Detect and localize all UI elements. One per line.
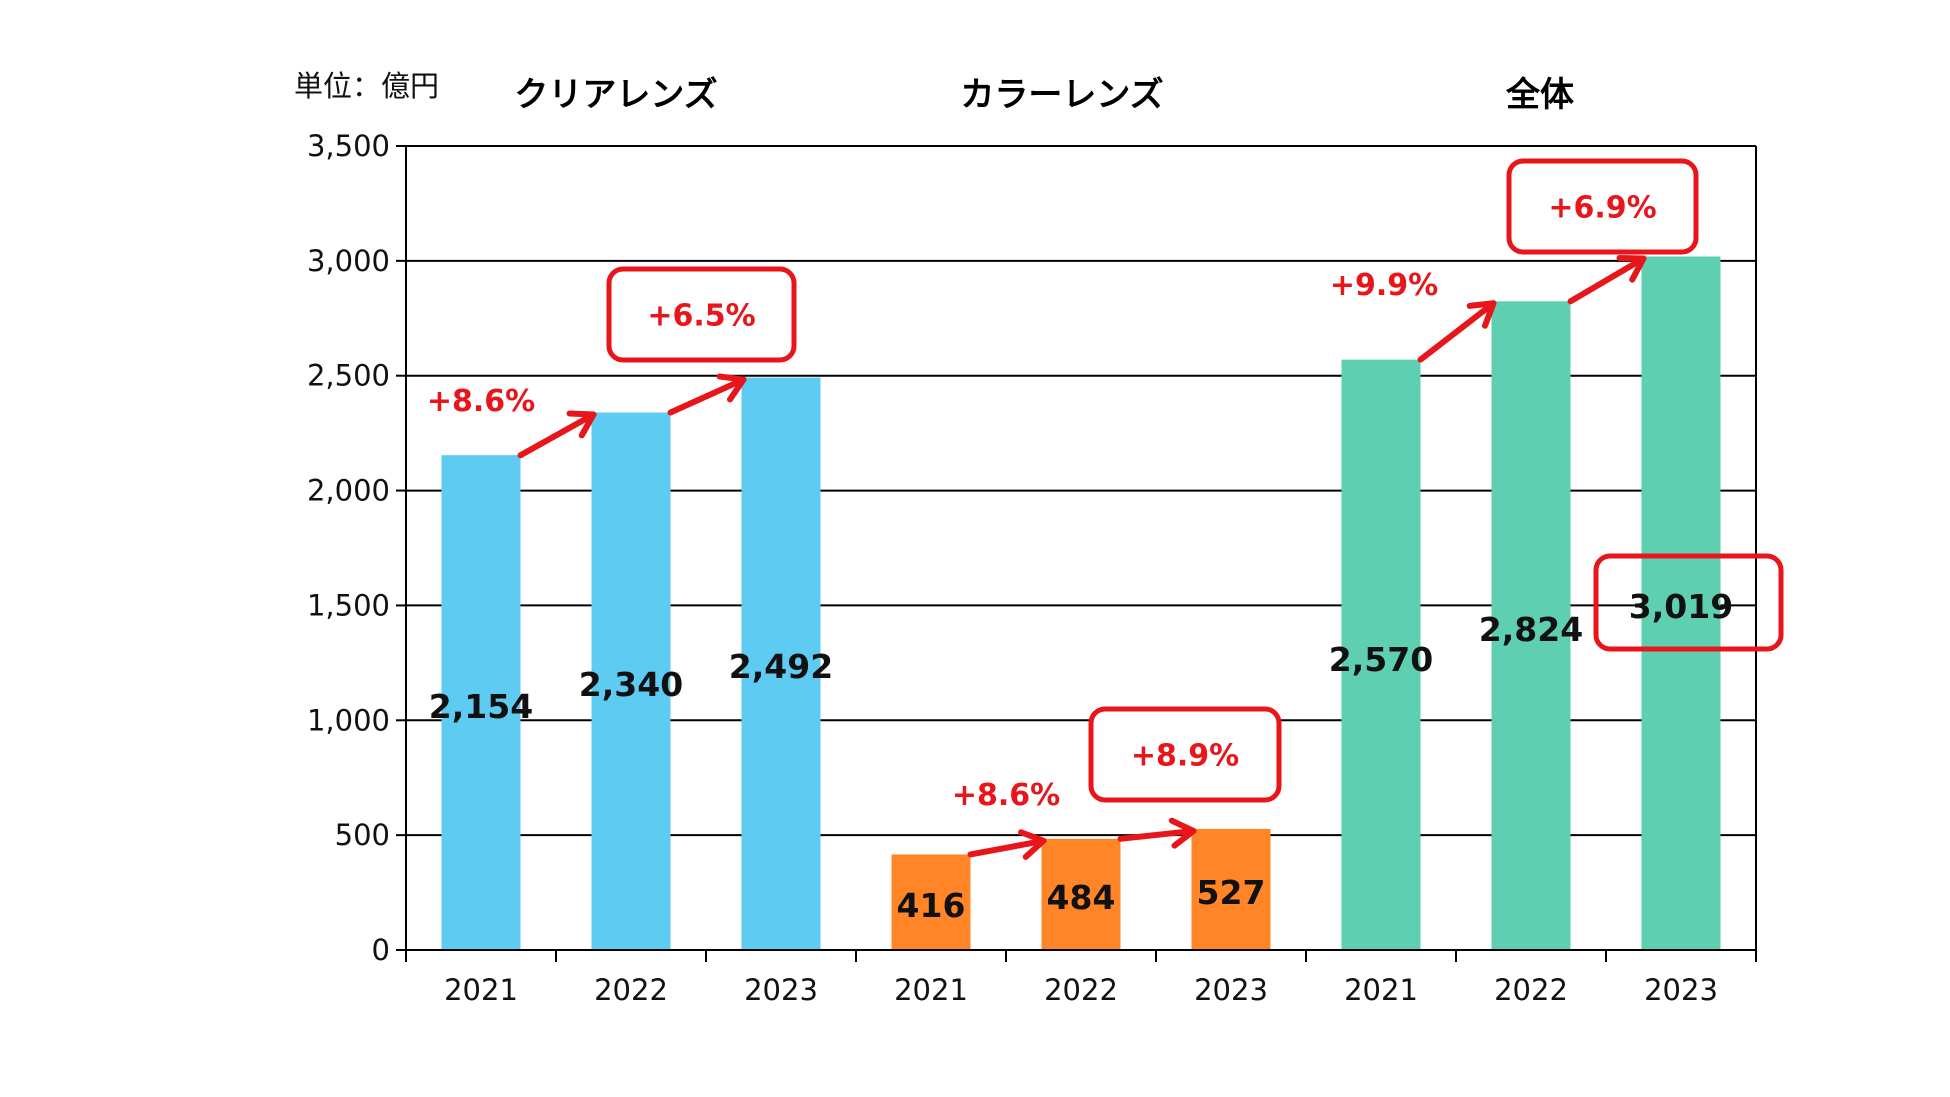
bar <box>891 854 971 950</box>
arrowhead-icon <box>566 410 597 439</box>
highlight-box <box>1506 158 1699 255</box>
bar <box>1041 838 1121 950</box>
y-tick-label: 2,000 <box>307 474 390 508</box>
y-tick-label: 1,000 <box>307 703 390 737</box>
bar <box>1641 256 1721 951</box>
arrowhead-icon <box>716 373 747 403</box>
arrowhead-icon <box>1616 255 1647 283</box>
y-tick-label: 2,500 <box>307 359 390 393</box>
highlight-box <box>1088 706 1282 803</box>
growth-arrow <box>1567 255 1647 305</box>
growth-label: +9.9% <box>1330 268 1438 303</box>
growth-arrow <box>517 411 597 459</box>
y-tick-label: 3,500 <box>307 129 390 163</box>
x-tick-label: 2021 <box>894 973 968 1007</box>
bar <box>1491 301 1571 950</box>
growth-label-highlighted: +6.5% <box>647 299 755 334</box>
arrowhead-icon <box>1466 300 1497 329</box>
value-label: 2,340 <box>579 665 683 704</box>
growth-label: +8.6% <box>427 384 535 419</box>
bar <box>441 455 521 950</box>
x-tick-label: 2022 <box>1044 973 1118 1007</box>
x-tick-label: 2021 <box>444 973 518 1007</box>
bar <box>591 412 671 950</box>
unit-label: 単位：億円 <box>294 69 439 103</box>
value-label: 2,154 <box>429 687 533 726</box>
y-tick-label: 0 <box>372 933 390 967</box>
value-highlight-box <box>1593 553 1784 652</box>
value-label: 527 <box>1197 873 1266 912</box>
y-tick-label: 500 <box>335 818 390 852</box>
x-tick-label: 2022 <box>1494 973 1568 1007</box>
growth-label-highlighted: +8.9% <box>1131 739 1239 774</box>
x-tick-label: 2022 <box>594 973 668 1007</box>
x-tick-label: 2021 <box>1344 973 1418 1007</box>
value-label: 2,824 <box>1479 610 1583 649</box>
value-label: 484 <box>1047 878 1116 917</box>
group-title: カラーレンズ <box>960 75 1163 115</box>
growth-label-highlighted: +6.9% <box>1548 191 1656 226</box>
y-tick-label: 1,500 <box>307 588 390 622</box>
arrowhead-icon <box>1018 829 1047 860</box>
value-label: 3,019 <box>1629 587 1733 626</box>
arrowhead-icon <box>1168 817 1197 849</box>
bar <box>741 377 821 950</box>
bar <box>1341 359 1421 950</box>
growth-label: +8.6% <box>952 778 1060 813</box>
growth-arrow <box>667 376 747 416</box>
growth-arrow <box>967 837 1047 858</box>
x-tick-label: 2023 <box>744 973 818 1007</box>
value-label: 2,492 <box>729 647 833 686</box>
growth-arrow <box>1417 300 1497 363</box>
bar <box>1191 828 1271 950</box>
y-tick-label: 3,000 <box>307 244 390 278</box>
value-label: 2,570 <box>1329 640 1433 679</box>
group-title: クリアレンズ <box>514 75 717 115</box>
value-label: 416 <box>897 886 966 925</box>
x-tick-label: 2023 <box>1644 973 1718 1007</box>
group-title: 全体 <box>1505 75 1574 115</box>
highlight-box <box>606 266 797 363</box>
growth-arrow <box>1117 827 1197 842</box>
x-tick-label: 2023 <box>1194 973 1268 1007</box>
